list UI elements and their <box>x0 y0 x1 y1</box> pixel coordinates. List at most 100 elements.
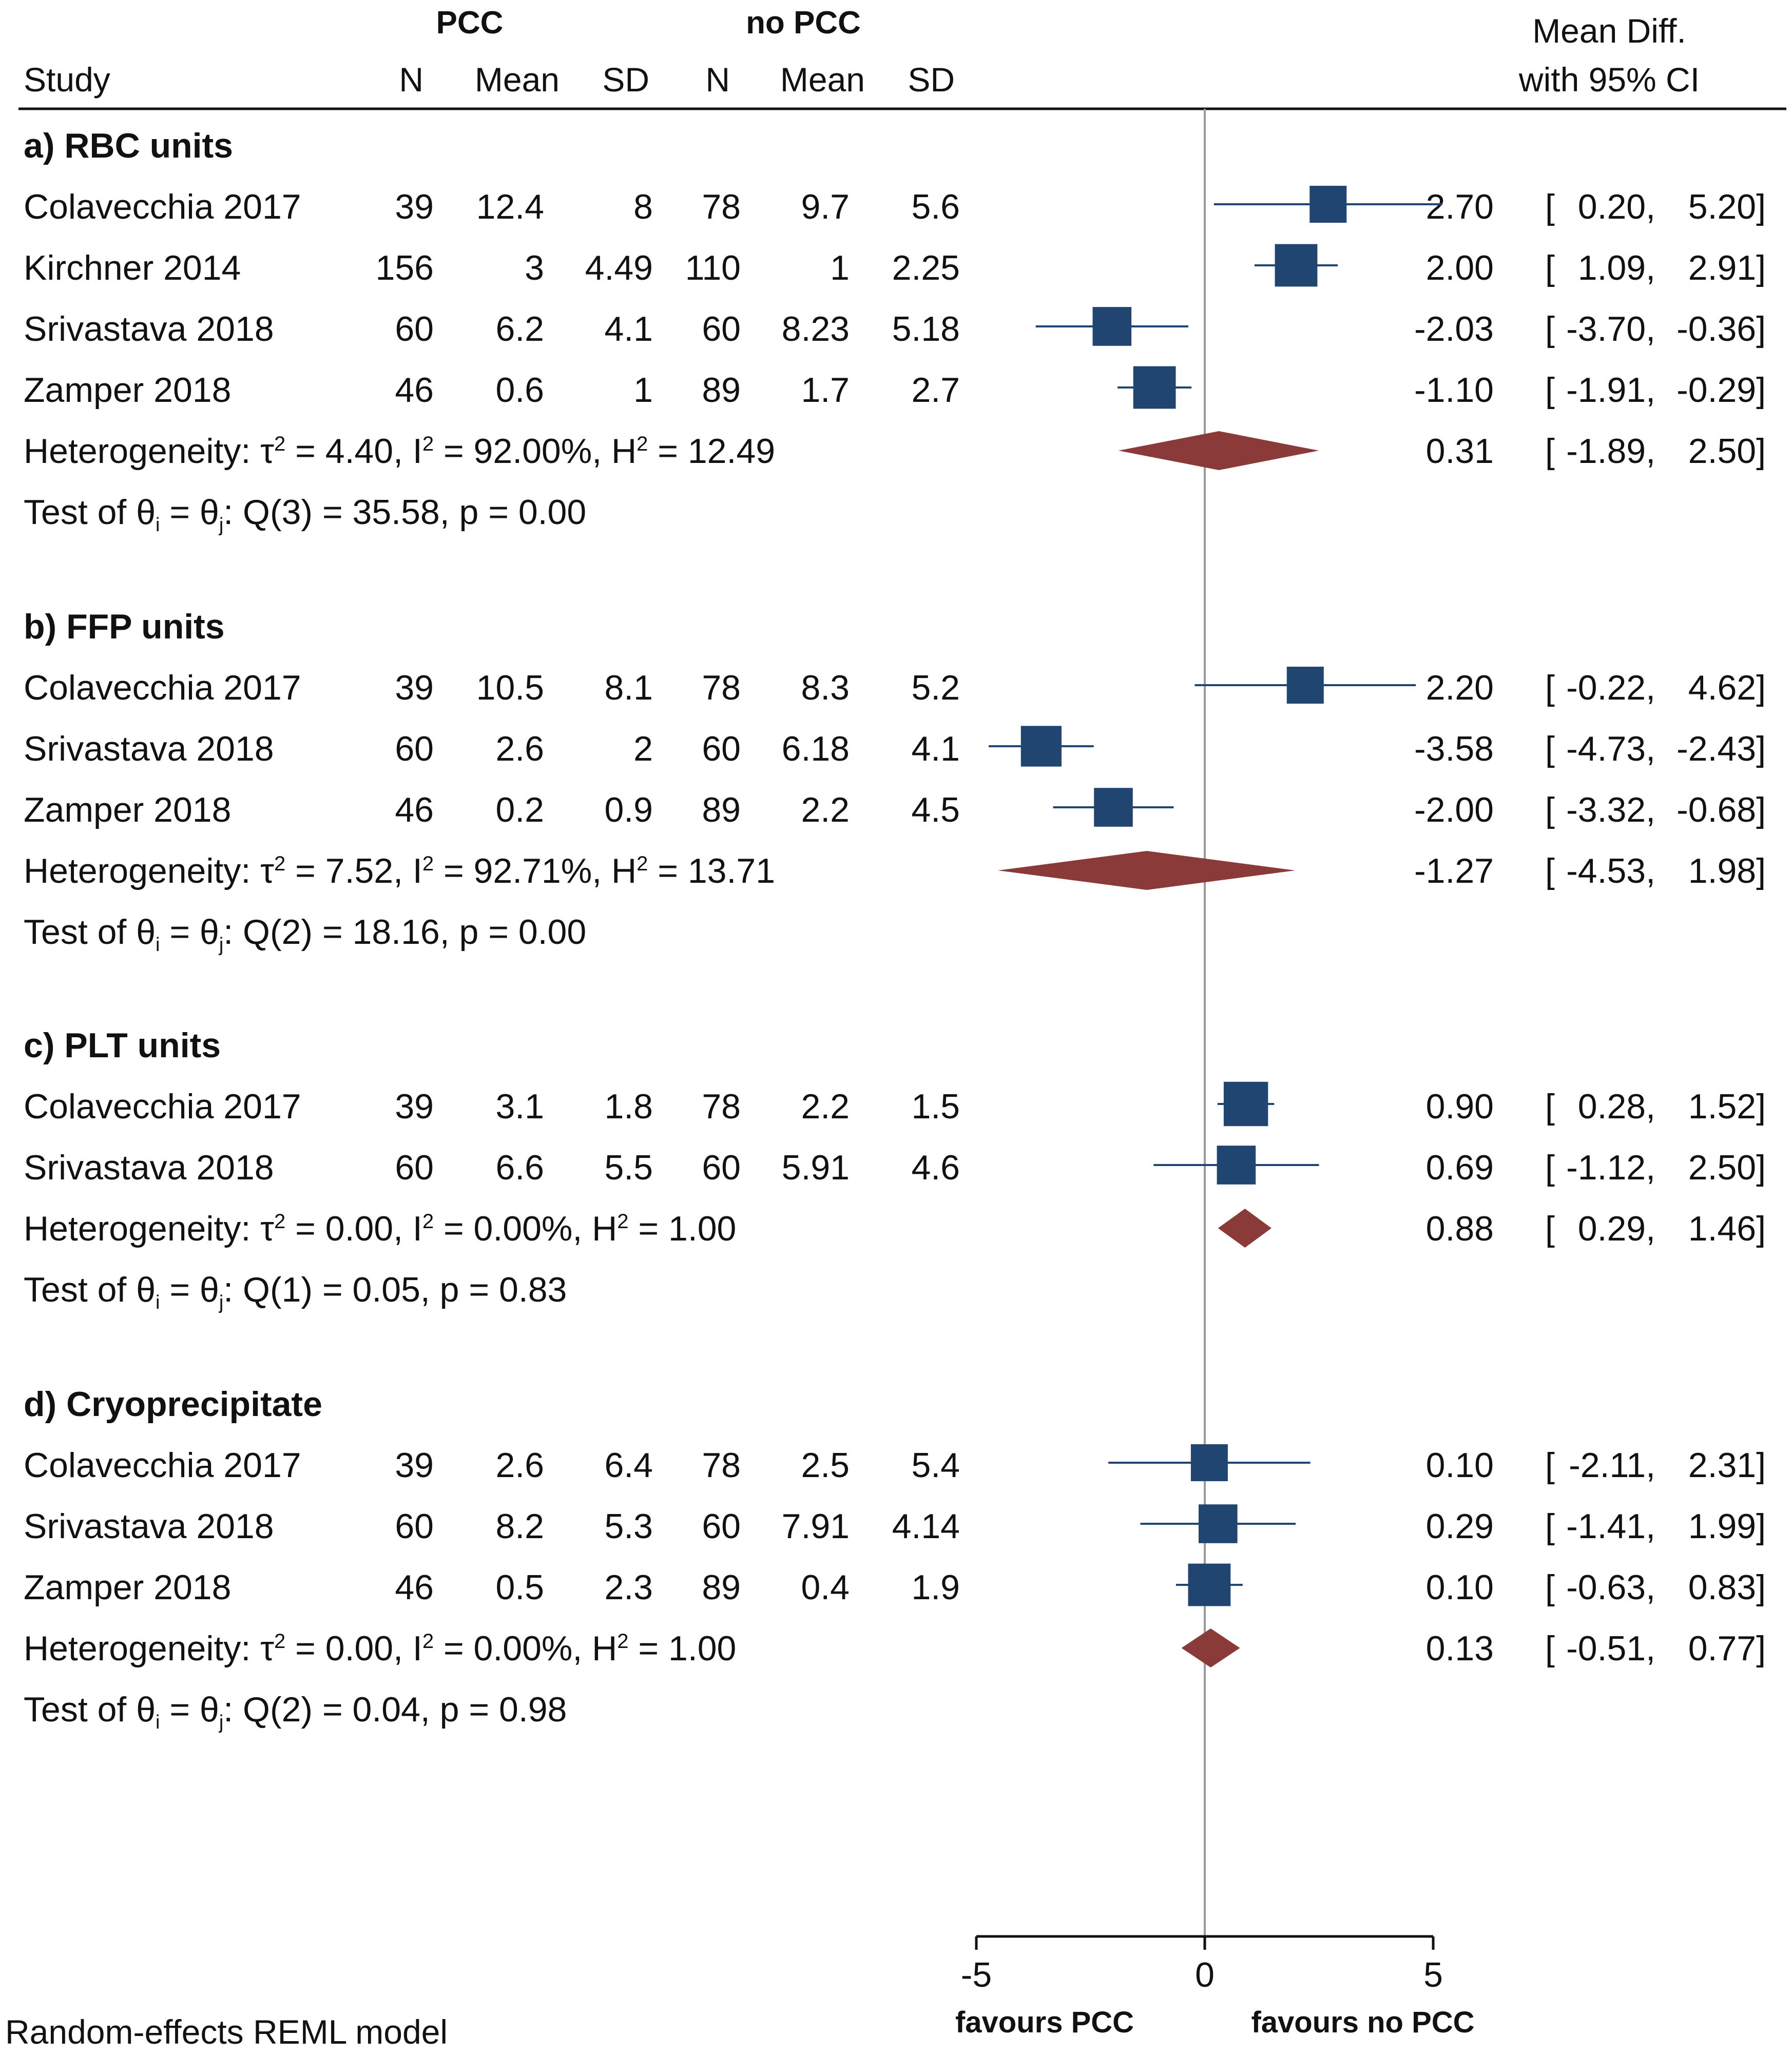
group-4-heterogeneity: Heterogeneity: τ2 = 0.00, I2 = 0.00%, H2… <box>24 1629 736 1668</box>
pcc-group-header: PCC <box>436 5 504 41</box>
group-4-study-1-est-text: 0.10 <box>1426 1446 1494 1485</box>
group-4-study-1-hi-text: 2.31] <box>1688 1446 1766 1485</box>
group-2-study-1-nopcc-n: 78 <box>702 668 741 707</box>
group-1-pooled-bracket: [ <box>1545 432 1555 471</box>
nopcc-sd-header: SD <box>908 61 955 99</box>
group-2-study-2-hi-text: -2.43] <box>1677 729 1766 768</box>
group-2-study-3-hi-text: -0.68] <box>1677 790 1766 829</box>
group-2-study-2-bracket: [ <box>1545 729 1555 768</box>
group-1-study-1-lo-text: 0.20, <box>1578 187 1655 226</box>
group-3-pooled-lo-text: 0.29, <box>1578 1209 1655 1248</box>
group-1-pooled-hi-text: 2.50] <box>1688 432 1766 471</box>
favours-right-label: favours no PCC <box>1251 2006 1474 2039</box>
group-1-study-4-nopcc-sd: 2.7 <box>911 371 960 410</box>
group-2-pooled-diamond <box>997 851 1296 890</box>
pcc-mean-header: Mean <box>475 61 560 99</box>
group-4-study-3-name: Zamper 2018 <box>24 1568 231 1607</box>
group-4-study-1-nopcc-sd: 5.4 <box>911 1446 960 1485</box>
group-1-study-3-est-text: -2.03 <box>1414 309 1494 348</box>
group-4-study-1-nopcc-n: 78 <box>702 1446 741 1485</box>
group-4-study-3-pcc-sd: 2.3 <box>604 1568 653 1607</box>
group-1-test: Test of θi = θj: Q(3) = 35.58, p = 0.00 <box>24 493 586 536</box>
group-2-study-1-nopcc-sd: 5.2 <box>911 668 960 707</box>
group-2-pooled-est-text: -1.27 <box>1414 851 1494 890</box>
group-2-study-2-pcc-mean: 2.6 <box>495 729 544 768</box>
group-4-study-3-pcc-n: 46 <box>395 1568 434 1607</box>
group-4-study-2-nopcc-n: 60 <box>702 1507 741 1546</box>
group-4-study-3-lo-text: -0.63, <box>1566 1568 1655 1607</box>
group-1-study-3-nopcc-sd: 5.18 <box>892 309 960 348</box>
group-1-study-1-pcc-n: 39 <box>395 187 434 226</box>
group-1-study-2-est-text: 2.00 <box>1426 248 1494 287</box>
group-2-study-2-square <box>1020 726 1062 767</box>
group-4-study-1-name: Colavecchia 2017 <box>24 1446 301 1485</box>
group-1-pooled-lo-text: -1.89, <box>1566 432 1655 471</box>
group-2-pooled-hi-text: 1.98] <box>1688 851 1766 890</box>
favours-left-label: favours PCC <box>955 2006 1134 2039</box>
group-1-study-3-square <box>1092 307 1132 346</box>
group-3-study-1-bracket: [ <box>1545 1087 1555 1126</box>
group-4-study-2-nopcc-mean: 7.91 <box>782 1507 850 1546</box>
group-3-study-1-square <box>1223 1081 1268 1127</box>
group-3-pooled-bracket: [ <box>1545 1209 1555 1248</box>
group-1-study-3-pcc-mean: 6.2 <box>495 309 544 348</box>
group-1-study-4-nopcc-n: 89 <box>702 371 741 410</box>
group-4-pooled-hi-text: 0.77] <box>1688 1629 1766 1668</box>
group-1-study-3-nopcc-mean: 8.23 <box>782 309 850 348</box>
group-4-study-2-pcc-sd: 5.3 <box>604 1507 653 1546</box>
group-1-heterogeneity: Heterogeneity: τ2 = 4.40, I2 = 92.00%, H… <box>24 432 775 471</box>
group-2-study-1-pcc-sd: 8.1 <box>604 668 653 707</box>
group-3-study-2-hi-text: 2.50] <box>1688 1148 1766 1187</box>
x-tick-label-3: 5 <box>1423 1955 1443 1994</box>
group-4-study-2-pcc-mean: 8.2 <box>495 1507 544 1546</box>
group-3-pooled-hi-text: 1.46] <box>1688 1209 1766 1248</box>
group-3-pooled-est-text: 0.88 <box>1426 1209 1494 1248</box>
group-4-study-3-hi-text: 0.83] <box>1688 1568 1766 1607</box>
group-4-study-1-nopcc-mean: 2.5 <box>801 1446 850 1485</box>
group-4-study-2-lo-text: -1.41, <box>1566 1507 1655 1546</box>
group-2-study-1-name: Colavecchia 2017 <box>24 668 301 707</box>
x-tick-label-2: 0 <box>1195 1955 1215 1994</box>
group-2-heterogeneity: Heterogeneity: τ2 = 7.52, I2 = 92.71%, H… <box>24 851 775 890</box>
group-3-study-2-pcc-sd: 5.5 <box>604 1148 653 1187</box>
study-column-header: Study <box>24 61 110 99</box>
group-1-study-2-nopcc-mean: 1 <box>830 248 850 287</box>
nopcc-mean-header: Mean <box>780 61 865 99</box>
x-tick-label-1: -5 <box>961 1955 992 1994</box>
group-4-study-1-square <box>1190 1444 1228 1481</box>
group-2-study-3-pcc-n: 46 <box>395 790 434 829</box>
group-4-study-2-hi-text: 1.99] <box>1688 1507 1766 1546</box>
group-1-study-3-bracket: [ <box>1545 309 1555 348</box>
group-3-heterogeneity: Heterogeneity: τ2 = 0.00, I2 = 0.00%, H2… <box>24 1209 736 1248</box>
group-4-study-2-bracket: [ <box>1545 1507 1555 1546</box>
group-2-test: Test of θi = θj: Q(2) = 18.16, p = 0.00 <box>24 913 586 956</box>
group-2-study-1-nopcc-mean: 8.3 <box>801 668 850 707</box>
group-1-study-4-bracket: [ <box>1545 371 1555 410</box>
group-3-study-1-lo-text: 0.28, <box>1578 1087 1655 1126</box>
group-1-study-4-lo-text: -1.91, <box>1566 371 1655 410</box>
group-1-study-3-lo-text: -3.70, <box>1566 309 1655 348</box>
group-3-study-1-pcc-n: 39 <box>395 1087 434 1126</box>
group-2-study-1-lo-text: -0.22, <box>1566 668 1655 707</box>
group-4-study-3-nopcc-sd: 1.9 <box>911 1568 960 1607</box>
group-1-study-1-square <box>1309 186 1347 223</box>
group-2-pooled-lo-text: -4.53, <box>1566 851 1655 890</box>
group-2-study-3-nopcc-mean: 2.2 <box>801 790 850 829</box>
group-2-study-3-lo-text: -3.32, <box>1566 790 1655 829</box>
group-2-title: b) FFP units <box>24 607 225 646</box>
group-3-study-1-nopcc-sd: 1.5 <box>911 1087 960 1126</box>
group-2-study-2-lo-text: -4.73, <box>1566 729 1655 768</box>
group-2-study-1-square <box>1286 667 1324 704</box>
group-3-pooled-diamond <box>1218 1209 1271 1248</box>
group-4-pooled-bracket: [ <box>1545 1629 1555 1668</box>
group-1-study-2-bracket: [ <box>1545 248 1555 287</box>
group-2-study-2-name: Srivastava 2018 <box>24 729 274 768</box>
group-1-study-2-name: Kirchner 2014 <box>24 248 241 287</box>
group-1-study-2-lo-text: 1.09, <box>1578 248 1655 287</box>
group-1-study-3-name: Srivastava 2018 <box>24 309 274 348</box>
group-3-test: Test of θi = θj: Q(1) = 0.05, p = 0.83 <box>24 1270 567 1313</box>
group-1-study-1-nopcc-n: 78 <box>702 187 741 226</box>
group-4-study-2-nopcc-sd: 4.14 <box>892 1507 960 1546</box>
x-axis: -5 0 5 <box>961 1935 1443 1994</box>
group-4-pooled-diamond <box>1181 1628 1240 1667</box>
